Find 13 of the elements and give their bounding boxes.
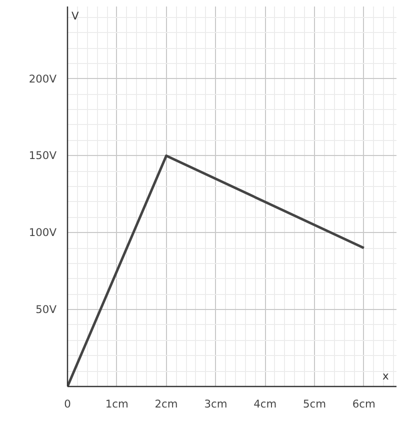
- y-tick-label: 200V: [28, 72, 58, 86]
- x-tick-label: 1cm: [105, 398, 128, 410]
- y-tick-label: 150V: [28, 149, 58, 162]
- x-tick-label: 6cm: [352, 398, 376, 410]
- y-axis-title: V: [72, 10, 80, 22]
- x-tick-label: 0: [64, 398, 72, 410]
- x-tick-label: 3cm: [204, 398, 228, 410]
- x-tick-label: 4cm: [254, 398, 277, 410]
- y-tick-label: 100V: [28, 226, 58, 240]
- x-axis-title: x: [382, 370, 389, 382]
- x-tick-label: 2cm: [154, 398, 178, 410]
- y-tick-label: 50V: [36, 303, 58, 316]
- x-tick-label: 5cm: [302, 398, 326, 410]
